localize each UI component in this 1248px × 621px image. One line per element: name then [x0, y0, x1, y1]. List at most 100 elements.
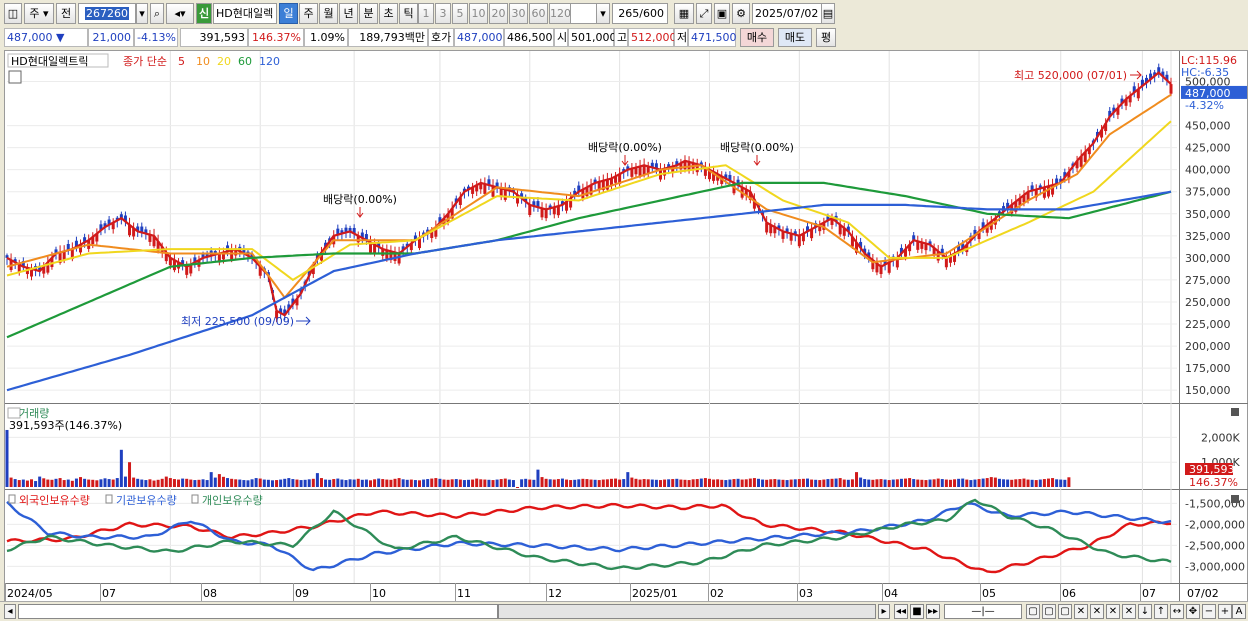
- tools-icon[interactable]: ▦: [674, 3, 694, 24]
- volume-bar: [830, 478, 834, 487]
- volume-bar: [450, 479, 454, 487]
- volume-bar: [724, 480, 728, 487]
- scroll-right-icon[interactable]: ▸: [878, 604, 890, 619]
- forward-icon[interactable]: ▸▸: [926, 604, 940, 619]
- x-axis-label: 09: [295, 587, 309, 600]
- low-price: 471,500: [688, 28, 737, 47]
- tab-period-4[interactable]: 분: [359, 3, 378, 24]
- tab-period-2[interactable]: 월: [319, 3, 338, 24]
- eval-button[interactable]: 평: [816, 28, 836, 47]
- layout-icon-3[interactable]: ▢: [1058, 604, 1072, 619]
- interval-button-20[interactable]: 20: [489, 3, 508, 24]
- tab-period-1[interactable]: 주: [299, 3, 318, 24]
- search-icon[interactable]: ⌕: [150, 3, 164, 24]
- layout-icon-2[interactable]: ▢: [1042, 604, 1056, 619]
- tab-period-6[interactable]: 틱: [399, 3, 418, 24]
- interval-button-3[interactable]: 3: [435, 3, 451, 24]
- candle-body: [650, 162, 654, 168]
- zoom-out-arrow-icon[interactable]: ↓: [1138, 604, 1152, 619]
- window-icon[interactable]: ◫: [4, 3, 22, 24]
- tab-period-0[interactable]: 일: [279, 3, 298, 24]
- interval-button-60[interactable]: 60: [529, 3, 548, 24]
- chart-canvas[interactable]: 500,000 450,000 425,000 400,000 375,000 350,0…: [5, 51, 1248, 603]
- volume-bar: [74, 478, 78, 487]
- interval-button-1[interactable]: 1: [418, 3, 434, 24]
- tab-period-3[interactable]: 년: [339, 3, 358, 24]
- stock-chart[interactable]: 500,000 450,000 425,000 400,000 375,000 350,0…: [4, 50, 1248, 602]
- candle-body: [601, 180, 605, 190]
- count-field[interactable]: 265/600: [612, 3, 668, 24]
- volume-bar: [577, 479, 581, 487]
- minus-icon[interactable]: −: [1202, 604, 1216, 619]
- volume-bar: [650, 479, 654, 487]
- legend-ma-10: 10: [196, 55, 210, 68]
- scroll-left-icon[interactable]: ◂: [4, 604, 16, 619]
- scroll-thumb[interactable]: [498, 604, 876, 619]
- date-field[interactable]: 2025/07/02: [752, 3, 822, 24]
- zoom-slider[interactable]: —|—: [944, 604, 1022, 619]
- candle-body: [536, 201, 540, 208]
- candle-body: [397, 253, 401, 264]
- buy-button[interactable]: 매수: [740, 28, 774, 47]
- chart-scrollbar[interactable]: ◂ ▸ ◂◂ ■ ▸▸ —|— ▢ ▢ ▢ ✕ ✕ ✕ ✕ ↓ ↑ ↔ ✥ − …: [0, 601, 1248, 621]
- plus-icon[interactable]: +: [1218, 604, 1232, 619]
- volume-bar: [552, 479, 556, 487]
- stock-code-input[interactable]: 267260: [78, 3, 136, 24]
- candle-body: [348, 228, 352, 232]
- tab-period-5[interactable]: 초: [379, 3, 398, 24]
- volume-bar: [720, 479, 724, 487]
- line-tool-icon[interactable]: ✕: [1122, 604, 1136, 619]
- candle-body: [516, 195, 520, 204]
- volume-readout: 391,593주(146.37%): [9, 419, 122, 432]
- candle-body: [589, 185, 593, 195]
- period-select[interactable]: 주 ▾: [24, 3, 54, 24]
- candle-body: [62, 251, 66, 261]
- candle-body: [217, 253, 221, 263]
- interval-dropdown-icon[interactable]: ▾: [596, 3, 610, 24]
- font-icon[interactable]: A: [1232, 604, 1246, 619]
- sell-button[interactable]: 매도: [778, 28, 812, 47]
- candle-body: [577, 185, 581, 192]
- stop-icon[interactable]: ■: [910, 604, 924, 619]
- code-dropdown-icon[interactable]: ▾: [136, 3, 148, 24]
- cursor-icon[interactable]: ✕: [1074, 604, 1088, 619]
- interval-button-30[interactable]: 30: [509, 3, 528, 24]
- cross-icon[interactable]: ✕: [1090, 604, 1104, 619]
- interval-button-120[interactable]: 120: [549, 3, 571, 24]
- sound-icon[interactable]: ◂▾: [166, 3, 194, 24]
- count-max: /600: [639, 7, 664, 20]
- draw-icon[interactable]: ⤢: [696, 3, 712, 24]
- interval-button-5[interactable]: 5: [452, 3, 468, 24]
- calendar-icon[interactable]: ▤: [821, 3, 835, 24]
- candle-body: [924, 243, 928, 251]
- volume-bar: [189, 479, 193, 487]
- save-icon[interactable]: ▣: [714, 3, 730, 24]
- zoom-in-arrow-icon[interactable]: ↑: [1154, 604, 1168, 619]
- volume-bar: [168, 478, 172, 487]
- volume-bar: [299, 480, 303, 487]
- prev-button[interactable]: 전: [56, 3, 76, 24]
- stock-name-field[interactable]: HD현대일렉: [213, 3, 277, 24]
- new-badge[interactable]: 신: [196, 3, 212, 24]
- volume-bar: [58, 478, 62, 487]
- volume-bar: [434, 478, 438, 487]
- move-icon[interactable]: ✥: [1186, 604, 1200, 619]
- layout-icon-1[interactable]: ▢: [1026, 604, 1040, 619]
- volume-bar: [70, 480, 74, 487]
- volume-bar: [573, 479, 577, 487]
- draw-tool-icon[interactable]: ✕: [1106, 604, 1120, 619]
- volume-bar: [413, 480, 417, 487]
- width-icon[interactable]: ↔: [1170, 604, 1184, 619]
- volume-bar: [172, 479, 176, 487]
- candle-body: [622, 169, 626, 172]
- volume-bar: [360, 479, 364, 487]
- gear-icon[interactable]: ⚙: [732, 3, 750, 24]
- candle-body: [1153, 72, 1157, 76]
- candle-body: [311, 266, 315, 275]
- x-axis-label: 07: [1142, 587, 1156, 600]
- rewind-icon[interactable]: ◂◂: [894, 604, 908, 619]
- candle-body: [479, 182, 483, 190]
- interval-button-10[interactable]: 10: [469, 3, 488, 24]
- scroll-track[interactable]: [18, 604, 498, 619]
- volume-bar: [544, 478, 548, 487]
